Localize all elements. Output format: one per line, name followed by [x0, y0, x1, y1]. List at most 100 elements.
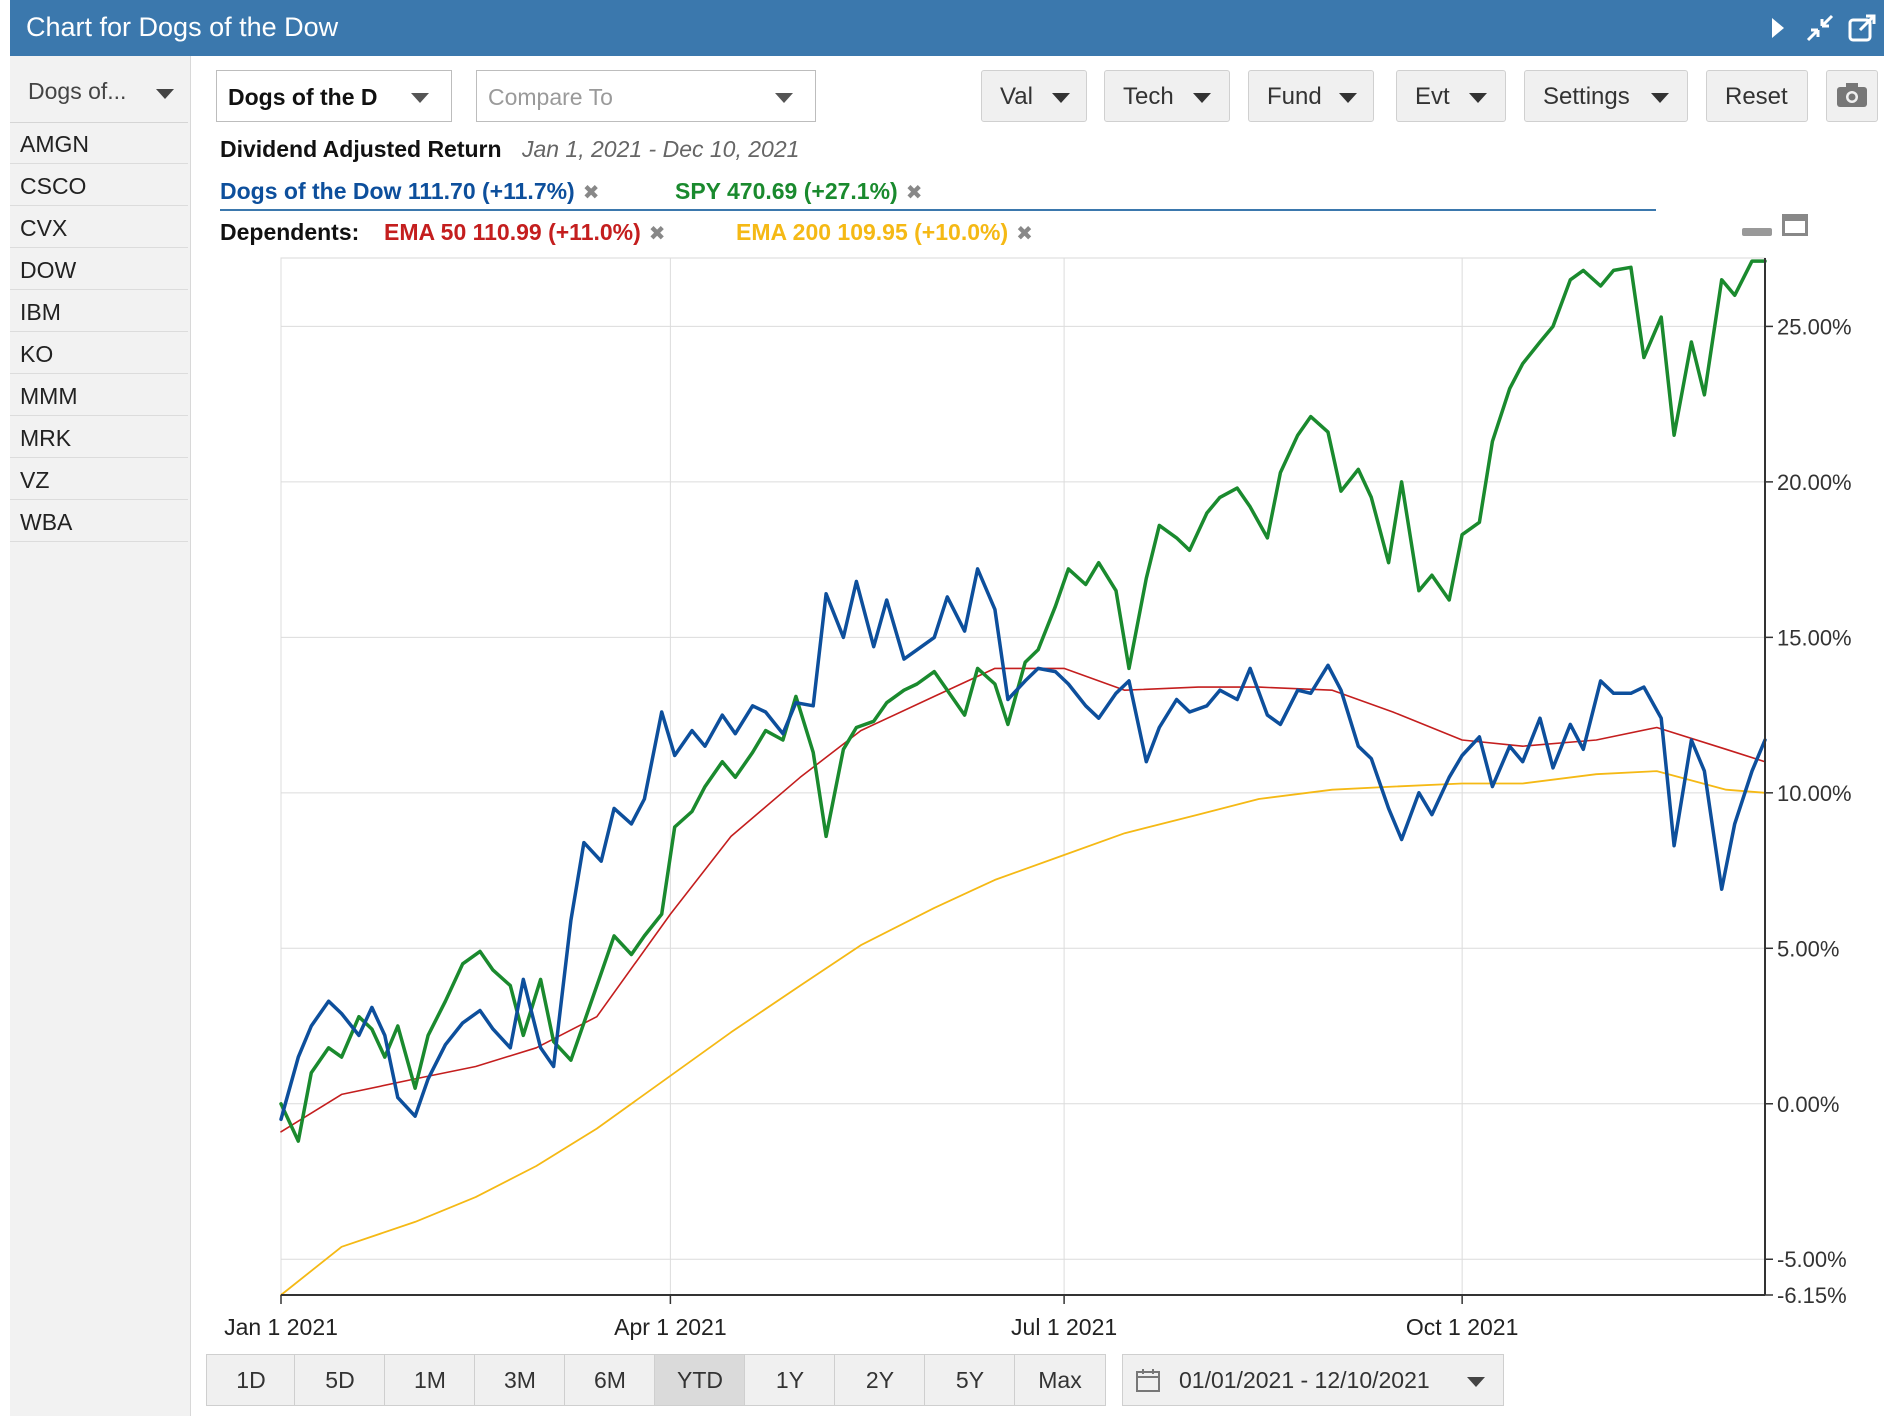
series-line-ema-50: [280, 667, 1766, 1133]
dependents-row: Dependents:: [220, 219, 359, 246]
ticker-item[interactable]: VZ: [10, 458, 188, 500]
chart-axes: 25.00% 20.00% 15.00% 10.00% 5.00% 0.00% -5.00%…: [224, 258, 1852, 1340]
minimize-icon[interactable]: [1742, 228, 1772, 236]
period-button-2y[interactable]: 2Y: [834, 1354, 926, 1406]
fund-button-label: Fund: [1267, 83, 1322, 110]
y-tick-label: -6.15%: [1777, 1283, 1847, 1308]
chevron-down-icon: [1052, 93, 1070, 103]
period-label: 5Y: [955, 1367, 985, 1393]
popout-icon[interactable]: [1844, 10, 1880, 46]
chart-gridlines: [280, 257, 1766, 1296]
y-tick-label: 20.00%: [1777, 470, 1852, 495]
tech-button[interactable]: Tech: [1104, 70, 1230, 122]
settings-button-label: Settings: [1543, 83, 1630, 110]
ticker-item[interactable]: WBA: [10, 500, 188, 542]
period-button-max[interactable]: Max: [1014, 1354, 1106, 1406]
symbol-select-value: Dogs of the D: [228, 84, 378, 110]
x-tick-label: Apr 1 2021: [614, 1314, 727, 1340]
ticker-item[interactable]: IBM: [10, 290, 188, 332]
settings-button[interactable]: Settings: [1524, 70, 1688, 122]
val-button[interactable]: Val: [981, 70, 1087, 122]
period-button-1d[interactable]: 1D: [206, 1354, 296, 1406]
x-tick-label: Jan 1 2021: [224, 1314, 338, 1340]
chevron-down-icon: [1467, 1377, 1485, 1387]
chevron-down-icon: [1193, 93, 1211, 103]
collapse-icon[interactable]: [1802, 10, 1838, 46]
period-button-1m[interactable]: 1M: [384, 1354, 476, 1406]
date-range-label: Jan 1, 2021 - Dec 10, 2021: [521, 136, 800, 162]
ticker-label: KO: [20, 341, 54, 367]
play-icon-glyph: [1772, 18, 1784, 38]
period-label: 1Y: [775, 1367, 805, 1393]
ticker-item[interactable]: MRK: [10, 416, 188, 458]
legend-ema200: EMA 200 109.95 (+10.0%) ✖: [736, 219, 1033, 246]
x-tick-label: Jul 1 2021: [1011, 1314, 1117, 1340]
symbol-select[interactable]: Dogs of the D: [216, 70, 452, 122]
list-dropdown[interactable]: Dogs of...: [10, 62, 188, 123]
period-button-1y[interactable]: 1Y: [744, 1354, 836, 1406]
legend-spy-text: SPY 470.69 (+27.1%): [675, 178, 898, 204]
evt-button[interactable]: Evt: [1396, 70, 1506, 122]
date-range-value: 01/01/2021 - 12/10/2021: [1179, 1367, 1430, 1393]
period-button-5d[interactable]: 5D: [294, 1354, 386, 1406]
legend-dogs: Dogs of the Dow 111.70 (+11.7%) ✖: [220, 178, 599, 205]
period-button-6m[interactable]: 6M: [564, 1354, 656, 1406]
ticker-item[interactable]: CVX: [10, 206, 188, 248]
reset-button-label: Reset: [1725, 83, 1788, 110]
ticker-label: VZ: [20, 467, 50, 493]
series-line-spy: [279, 259, 1767, 1143]
snapshot-button[interactable]: [1826, 70, 1878, 122]
ticker-item[interactable]: CSCO: [10, 164, 188, 206]
period-label: 2Y: [865, 1367, 895, 1393]
compare-to-placeholder: Compare To: [488, 84, 613, 110]
legend-spy: SPY 470.69 (+27.1%) ✖: [675, 178, 922, 205]
ticker-item[interactable]: AMGN: [10, 122, 188, 164]
y-tick-label: 15.00%: [1777, 625, 1852, 650]
list-dropdown-label: Dogs of...: [28, 78, 127, 104]
chevron-down-icon: [1339, 93, 1357, 103]
remove-icon[interactable]: ✖: [1016, 223, 1033, 245]
legend-ema50: EMA 50 110.99 (+11.0%) ✖: [384, 219, 666, 246]
window-title: Chart for Dogs of the Dow: [26, 12, 339, 42]
ticker-label: MRK: [20, 425, 72, 451]
y-tick-label: 10.00%: [1777, 781, 1852, 806]
compare-to-select[interactable]: Compare To: [476, 70, 816, 122]
period-button-5y[interactable]: 5Y: [924, 1354, 1016, 1406]
chevron-down-icon: [1651, 93, 1669, 103]
x-tick-label: Oct 1 2021: [1406, 1314, 1519, 1340]
period-label: 5D: [325, 1367, 355, 1393]
chevron-down-icon: [411, 93, 429, 103]
val-button-label: Val: [1000, 83, 1033, 110]
plot-area-border: [280, 257, 1766, 1296]
ticker-item[interactable]: KO: [10, 332, 188, 374]
ticker-item[interactable]: MMM: [10, 374, 188, 416]
legend-dogs-text: Dogs of the Dow 111.70 (+11.7%): [220, 178, 575, 204]
chart-series: [279, 259, 1767, 1296]
legend-ema50-text: EMA 50 110.99 (+11.0%): [384, 219, 641, 245]
chevron-down-icon: [156, 89, 174, 99]
period-button-ytd[interactable]: YTD: [654, 1354, 746, 1406]
symbol-sidebar: Dogs of... AMGN CSCO CVX DOW IBM KO MMM …: [10, 56, 191, 1416]
dependents-label: Dependents:: [220, 219, 360, 245]
chart-info-row: Dividend Adjusted Return Jan 1, 2021 - D…: [220, 136, 799, 163]
maximize-icon[interactable]: [1782, 214, 1808, 236]
y-tick-label: 5.00%: [1777, 936, 1839, 961]
series-line-dogs-of-the-dow: [279, 567, 1767, 1122]
play-icon[interactable]: [1760, 10, 1796, 46]
period-button-3m[interactable]: 3M: [474, 1354, 566, 1406]
fund-button[interactable]: Fund: [1248, 70, 1374, 122]
y-tick-label: 25.00%: [1777, 314, 1852, 339]
reset-button[interactable]: Reset: [1706, 70, 1808, 122]
period-label: 6M: [594, 1367, 626, 1393]
date-range-picker[interactable]: 01/01/2021 - 12/10/2021: [1122, 1354, 1504, 1406]
remove-icon[interactable]: ✖: [648, 223, 666, 245]
remove-icon[interactable]: ✖: [905, 182, 923, 204]
remove-icon[interactable]: ✖: [582, 182, 600, 204]
y-tick-label: -5.00%: [1777, 1247, 1847, 1272]
y-tick-label: 0.00%: [1777, 1092, 1839, 1117]
ticker-item[interactable]: DOW: [10, 248, 188, 290]
period-label: 1D: [236, 1367, 266, 1393]
ticker-label: MMM: [20, 383, 78, 409]
period-label: 1M: [414, 1367, 446, 1393]
ticker-label: CVX: [20, 215, 68, 241]
